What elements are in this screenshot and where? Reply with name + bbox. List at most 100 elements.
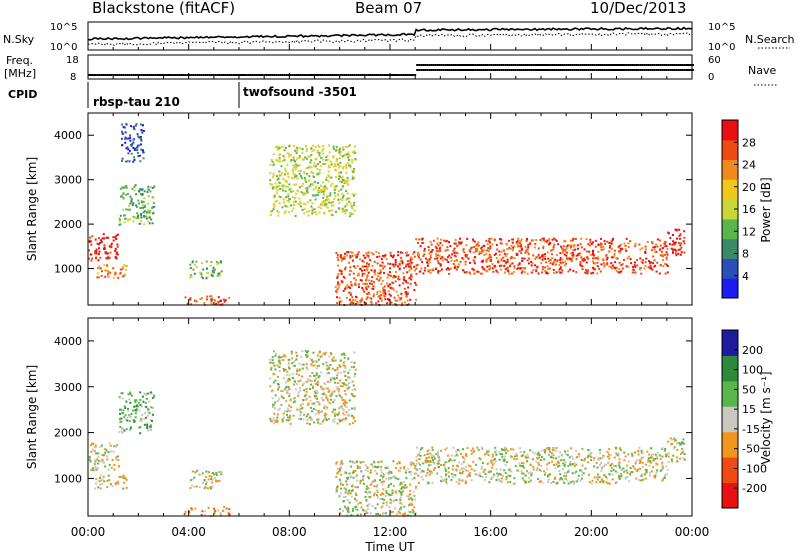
data-cell	[672, 454, 675, 457]
data-cell	[492, 270, 495, 273]
data-cell	[532, 451, 534, 454]
data-cell	[452, 446, 455, 449]
data-cell	[437, 250, 440, 253]
data-cell	[427, 460, 429, 463]
data-cell	[361, 274, 364, 277]
data-cell	[533, 246, 536, 249]
data-cell	[551, 263, 554, 266]
data-cell	[300, 175, 302, 178]
data-cell	[429, 452, 432, 455]
data-cell	[284, 400, 287, 403]
data-cell	[107, 468, 110, 471]
data-cell	[302, 418, 305, 421]
colorbar-segment	[722, 482, 738, 509]
data-cell	[598, 267, 601, 270]
data-cell	[269, 182, 272, 185]
data-cell	[286, 374, 289, 377]
data-cell	[135, 217, 138, 219]
data-cell	[373, 293, 375, 296]
data-cell	[392, 288, 395, 291]
data-cell	[369, 483, 372, 486]
data-cell	[353, 201, 356, 204]
data-cell	[480, 446, 483, 449]
freq-point	[94, 74, 96, 76]
data-cell	[552, 261, 555, 264]
data-cell	[330, 204, 333, 207]
data-cell	[400, 506, 403, 509]
data-cell	[343, 357, 346, 359]
data-cell	[130, 426, 132, 429]
freq-point	[541, 69, 543, 71]
data-cell	[354, 151, 357, 154]
data-cell	[297, 380, 300, 383]
data-cell	[495, 243, 498, 246]
data-cell	[370, 297, 373, 300]
data-cell	[639, 479, 642, 482]
data-cell	[136, 205, 138, 208]
data-cell	[639, 467, 642, 470]
data-cell	[317, 191, 320, 194]
data-cell	[210, 302, 213, 305]
data-cell	[315, 164, 318, 167]
data-cell	[139, 403, 142, 406]
data-cell	[367, 470, 369, 473]
freq-point	[597, 69, 600, 71]
data-cell	[426, 468, 429, 471]
data-cell	[594, 239, 597, 242]
data-cell	[324, 405, 327, 408]
data-cell	[522, 462, 525, 465]
data-cell	[473, 262, 476, 265]
data-cell	[305, 145, 307, 148]
data-cell	[482, 470, 485, 473]
freq-point	[557, 64, 560, 66]
data-cell	[472, 238, 474, 241]
data-cell	[339, 420, 341, 423]
freq-point	[241, 74, 243, 76]
data-cell	[184, 296, 187, 299]
data-cell	[322, 363, 325, 366]
data-cell	[679, 237, 681, 240]
data-cell	[621, 248, 624, 251]
data-cell	[149, 210, 152, 213]
data-cell	[383, 498, 386, 501]
nsky-trace	[87, 26, 693, 41]
freq-point	[200, 74, 203, 76]
data-cell	[654, 251, 657, 254]
data-cell	[347, 179, 350, 182]
data-cell	[393, 499, 396, 502]
freq-point	[619, 69, 622, 71]
data-cell	[340, 280, 343, 283]
data-cell	[351, 175, 354, 178]
data-cell	[132, 138, 135, 141]
data-cell	[341, 210, 344, 212]
freq-point	[508, 64, 511, 66]
data-cell	[144, 204, 147, 207]
data-cell	[344, 471, 347, 474]
data-cell	[623, 451, 626, 454]
freq-point	[603, 69, 606, 71]
data-cell	[503, 460, 506, 462]
freq-point	[460, 69, 463, 71]
freq-point	[112, 74, 115, 76]
data-cell	[568, 469, 570, 472]
colorbar-tick-label: 50	[742, 383, 756, 396]
data-cell	[366, 269, 369, 272]
freq-point	[428, 64, 431, 66]
data-cell	[153, 395, 156, 398]
data-cell	[404, 513, 406, 516]
data-cell	[662, 467, 665, 470]
data-cell	[277, 388, 280, 391]
data-cell	[147, 411, 150, 414]
data-cell	[311, 183, 314, 186]
data-cell	[578, 455, 581, 458]
data-cell	[560, 271, 563, 274]
freq-point	[126, 74, 129, 76]
data-cell	[461, 257, 464, 260]
data-cell	[338, 478, 341, 481]
data-cell	[386, 302, 389, 305]
data-cell	[477, 241, 480, 244]
data-cell	[369, 471, 372, 474]
data-cell	[564, 471, 567, 474]
data-cell	[436, 260, 439, 263]
data-cell	[124, 418, 127, 421]
